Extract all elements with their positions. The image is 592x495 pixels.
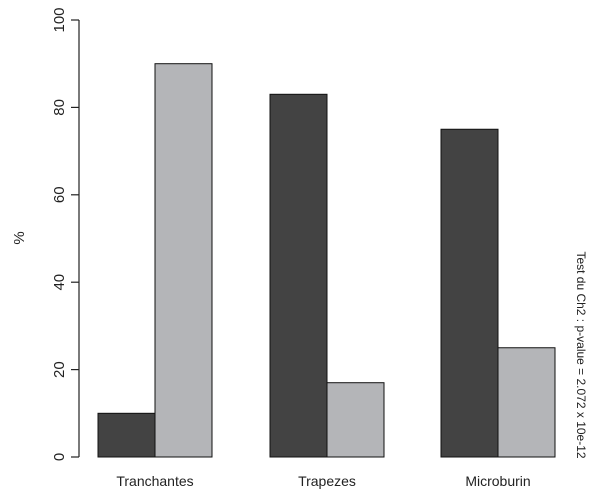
bars	[98, 64, 555, 457]
bar	[270, 94, 327, 457]
bar	[98, 413, 155, 457]
y-tick-label: 40	[51, 274, 68, 291]
category-label: Trapezes	[298, 473, 356, 489]
category-label: Tranchantes	[116, 473, 193, 489]
p-value-annotation: Test du Ch2 : p-value = 2.072 x 10e-12	[574, 251, 588, 458]
category-label: Microburin	[465, 473, 530, 489]
bar	[327, 383, 384, 457]
y-tick-label: 80	[51, 99, 68, 116]
y-tick-label: 100	[51, 7, 68, 32]
y-tick-label: 0	[51, 453, 68, 461]
y-tick-label: 20	[51, 361, 68, 378]
bar	[498, 348, 555, 457]
category-labels: Tranchantes Trapezes Microburin	[116, 473, 530, 489]
y-tick-label: 60	[51, 186, 68, 203]
bar	[441, 129, 498, 457]
y-axis: 0 20 40 60 80 100	[51, 7, 79, 461]
y-axis-label: %	[11, 231, 28, 244]
bar	[155, 64, 212, 457]
